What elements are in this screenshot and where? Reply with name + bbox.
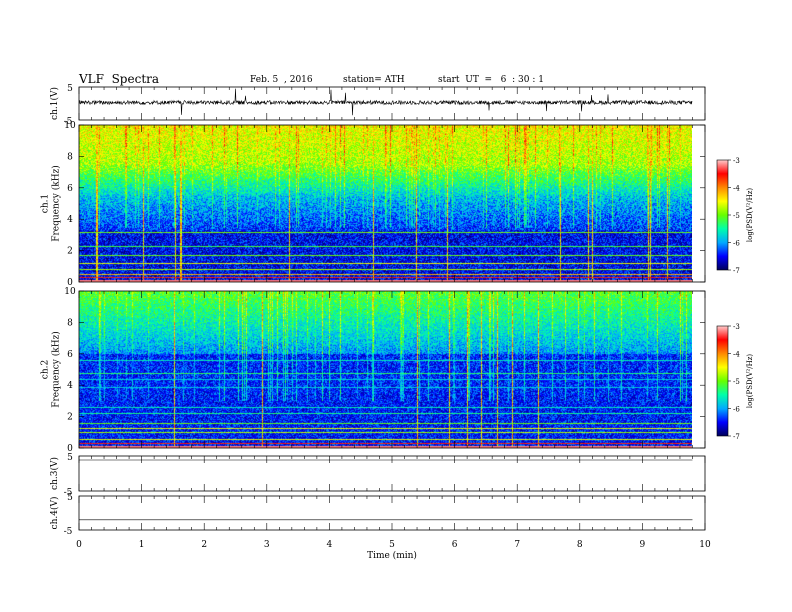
x-tick-label: 4 xyxy=(327,540,333,550)
date-label: Feb. 5 , 2016 xyxy=(250,75,313,85)
y-tick-label: -5 xyxy=(64,527,73,537)
y-tick-label: 4 xyxy=(67,215,73,225)
y-axis-label: ch.3(V) xyxy=(49,457,60,490)
x-tick-label: 3 xyxy=(264,540,270,550)
y-tick-label: -5 xyxy=(64,117,73,127)
y-tick-label: 10 xyxy=(64,287,76,297)
colorbar-label: log(PSD(V²/Hz) xyxy=(746,188,754,243)
y-tick-label: 0 xyxy=(67,444,73,454)
start-time-label: start UT = 6 : 30 : 1 xyxy=(438,75,544,85)
y-axis-label-line: ch.4(V) xyxy=(49,497,60,530)
colorbar xyxy=(716,159,729,271)
figure-title: VLF Spectra xyxy=(79,72,160,86)
y-axis-label: ch.1 Frequency (kHz) xyxy=(41,165,62,242)
x-tick-label: 1 xyxy=(139,540,145,550)
colorbar-tick-label: -3 xyxy=(733,157,740,165)
colorbar-label-text: log(PSD(V²/Hz) xyxy=(746,354,754,409)
x-tick-label: 2 xyxy=(201,540,207,550)
y-axis-label: ch.1(V) xyxy=(49,87,60,120)
y-tick-label: 4 xyxy=(67,381,73,391)
y-axis-label: ch.2 Frequency (kHz) xyxy=(41,331,62,408)
x-tick-label: 10 xyxy=(699,540,711,550)
ch1-waveform-trace xyxy=(78,88,693,116)
x-tick-label: 0 xyxy=(76,540,82,550)
y-tick-label: 6 xyxy=(67,350,73,360)
colorbar-tick-label: -4 xyxy=(733,351,740,359)
y-tick-label: 2 xyxy=(67,413,73,423)
y-axis-label-line: ch.1(V) xyxy=(49,87,60,120)
y-tick-label: 6 xyxy=(67,184,73,194)
colorbar-tick-label: -6 xyxy=(733,406,740,414)
y-axis-label-line: ch.3(V) xyxy=(49,457,60,490)
y-tick-label: 5 xyxy=(67,493,73,503)
ch1-spectrogram-image xyxy=(79,125,692,282)
y-axis-label-line: ch.1 xyxy=(41,194,51,213)
ch2-spectrogram-image xyxy=(79,291,692,448)
colorbar-label: log(PSD(V²/Hz) xyxy=(746,354,754,409)
colorbar-tick-label: -7 xyxy=(733,267,740,275)
station-label: station= ATH xyxy=(343,75,405,85)
x-axis-label: Time (min) xyxy=(367,550,417,561)
x-tick-label: 8 xyxy=(577,540,583,550)
colorbar-tick-label: -5 xyxy=(733,212,740,220)
y-tick-label: 5 xyxy=(67,84,73,94)
x-tick-label: 6 xyxy=(452,540,458,550)
y-axis-label-line: Frequency (kHz) xyxy=(51,331,62,408)
colorbar-tick-label: -3 xyxy=(733,323,740,331)
x-tick-label: 9 xyxy=(640,540,646,550)
colorbar xyxy=(716,325,729,437)
y-tick-label: 2 xyxy=(67,247,73,257)
colorbar-tick-label: -7 xyxy=(733,433,740,441)
x-tick-label: 5 xyxy=(389,540,395,550)
colorbar-label-text: log(PSD(V²/Hz) xyxy=(746,188,754,243)
y-tick-label: 10 xyxy=(64,121,76,131)
y-tick-label: 8 xyxy=(67,152,73,162)
x-tick-label: 7 xyxy=(514,540,520,550)
colorbar-tick-label: -4 xyxy=(733,185,740,193)
y-tick-label: 8 xyxy=(67,318,73,328)
colorbar-tick-label: -6 xyxy=(733,240,740,248)
y-axis-label-line: ch.2 xyxy=(41,360,51,379)
y-axis-label-line: Frequency (kHz) xyxy=(51,165,62,242)
y-axis-label: ch.4(V) xyxy=(49,497,60,530)
colorbar-tick-label: -5 xyxy=(733,378,740,386)
y-tick-label: -5 xyxy=(64,488,73,498)
y-tick-label: 5 xyxy=(67,453,73,463)
y-tick-label: 0 xyxy=(67,278,73,288)
